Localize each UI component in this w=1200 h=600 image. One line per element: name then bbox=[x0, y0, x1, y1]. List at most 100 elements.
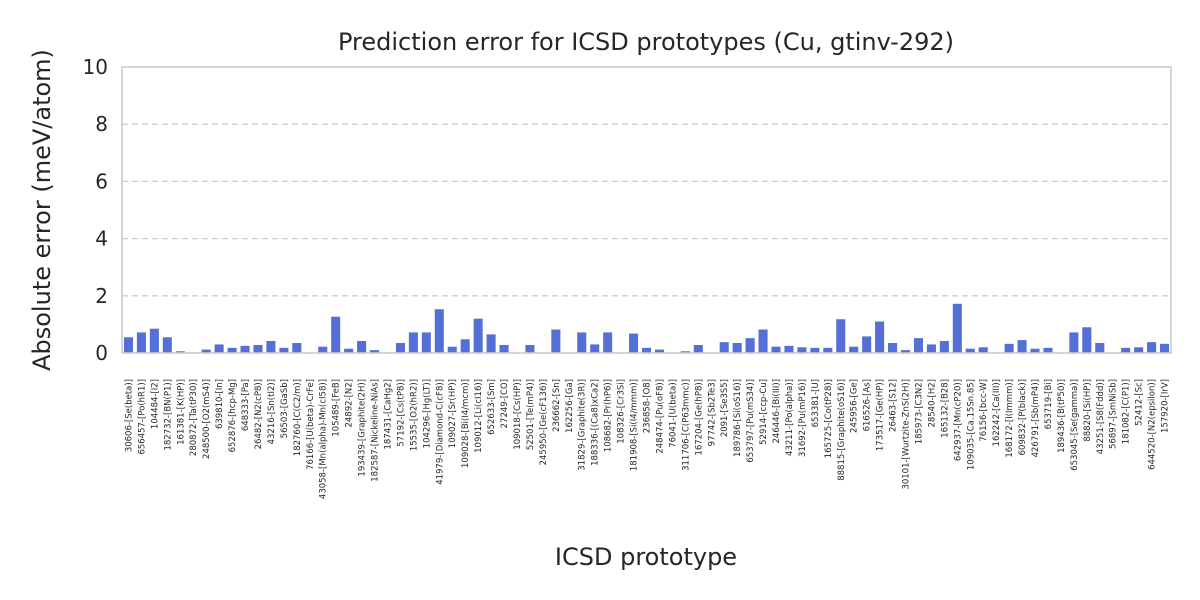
x-tick-label: 88815-[Graphite(oS16)] bbox=[837, 379, 847, 481]
bar bbox=[136, 332, 146, 353]
x-tick-label: 644520-[N2(epsilon)] bbox=[1148, 379, 1158, 470]
bar bbox=[292, 342, 302, 353]
y-tick-label: 10 bbox=[83, 55, 108, 79]
y-tick-labels: 0 2 4 6 8 10 bbox=[83, 55, 108, 365]
bar bbox=[771, 346, 781, 353]
x-tick-label: 248474-[Pu(oF8)] bbox=[655, 379, 665, 454]
bar bbox=[641, 347, 652, 353]
x-tick-label: 88820-[Si(HP)] bbox=[1083, 379, 1093, 442]
x-tick-label: 108326-[Cr3Si] bbox=[617, 379, 627, 444]
bar bbox=[978, 347, 988, 353]
x-tick-label: 653381-[U] bbox=[811, 379, 821, 427]
x-tick-label: 27249-[CO] bbox=[500, 379, 510, 428]
bar bbox=[227, 347, 237, 353]
x-tick-label: 108682-[Pr(hP6)] bbox=[604, 379, 614, 452]
bars bbox=[123, 303, 1170, 353]
bar bbox=[862, 336, 872, 353]
bar bbox=[447, 346, 457, 353]
bar bbox=[900, 350, 911, 353]
bar bbox=[1017, 340, 1027, 353]
x-tick-label: 104484-[I2] bbox=[150, 379, 160, 429]
x-tick-label: 656457-[Po(hR1)] bbox=[137, 379, 147, 455]
x-tick-label: 311706-[C(P63mmc)] bbox=[681, 379, 691, 471]
bar bbox=[1043, 347, 1053, 353]
bar bbox=[680, 351, 690, 353]
bar bbox=[1069, 332, 1079, 353]
x-tick-label: 173517-[Ge(HP)] bbox=[876, 379, 886, 451]
bar bbox=[434, 309, 444, 353]
x-tick-label: 642937-[Mn(cP20)] bbox=[953, 379, 963, 461]
bar bbox=[810, 347, 820, 353]
x-tick-label: 52501-[Te(mP4)] bbox=[526, 379, 536, 450]
bar bbox=[939, 340, 949, 353]
x-tick-label: 653719-[Bi] bbox=[1044, 379, 1054, 429]
bar bbox=[344, 348, 354, 353]
bar bbox=[784, 345, 794, 353]
bar bbox=[926, 344, 936, 353]
x-tick-label: 56503-[GaSb] bbox=[280, 379, 290, 438]
bar bbox=[1147, 342, 1157, 353]
x-tick-label: 189436-[B(tP50)] bbox=[1057, 379, 1067, 453]
x-tick-label: 181908-[Si(I4/mmm)] bbox=[630, 379, 640, 471]
x-tick-label: 187431-[CaHg2] bbox=[383, 379, 393, 450]
x-tick-label: 30606-[Se(beta)] bbox=[124, 379, 134, 452]
x-tick-label: 52412-[Sc] bbox=[1135, 379, 1145, 426]
x-tick-label: 639810-[In] bbox=[215, 379, 225, 429]
x-tick-label: 28540-[H2] bbox=[927, 379, 937, 428]
x-tick-label: 76166-[U(beta)-CrFe] bbox=[306, 379, 316, 470]
bar bbox=[149, 328, 159, 353]
x-tick-label: 188336-[(Ca8)xCa2] bbox=[591, 379, 601, 466]
y-tick-label: 0 bbox=[95, 341, 108, 365]
bar bbox=[758, 329, 768, 353]
x-tick-label: 426791-[Sb(mP4)] bbox=[1031, 379, 1041, 457]
bar bbox=[1030, 348, 1040, 353]
x-tick-label: 76041-[U(beta)] bbox=[668, 379, 678, 448]
bar bbox=[408, 332, 418, 353]
bar bbox=[473, 318, 483, 353]
x-tick-label: 653797-[Pu(mS34)] bbox=[746, 379, 756, 463]
x-tick-label: 31829-[Graphite(3R)] bbox=[578, 379, 588, 471]
bar bbox=[1004, 343, 1014, 353]
x-tick-label: 161381-[K(HP)] bbox=[176, 379, 186, 445]
x-tick-label: 104296-[Hg(LT)] bbox=[422, 379, 432, 448]
x-tick-label: 97742-[Sb2Te3] bbox=[707, 379, 717, 446]
bar bbox=[1159, 343, 1170, 353]
x-tick-label: 236858-[O8] bbox=[643, 379, 653, 433]
plot-frame bbox=[121, 66, 1172, 354]
bar bbox=[123, 337, 134, 353]
x-tick-label: 616526-[As] bbox=[863, 379, 873, 431]
bar bbox=[797, 347, 807, 353]
bar bbox=[525, 344, 535, 353]
x-tick-label: 167204-[Ge(hP8)] bbox=[694, 379, 704, 456]
y-tick-label: 4 bbox=[95, 227, 108, 251]
x-tick-label: 52914-[ccp-Cu] bbox=[759, 379, 769, 445]
bar bbox=[693, 344, 703, 353]
bar bbox=[370, 350, 380, 353]
bar bbox=[1134, 347, 1144, 353]
x-tick-label: 56897-[SmNiSb] bbox=[1109, 379, 1119, 449]
x-tick-label: 236662-[Sn] bbox=[552, 379, 562, 432]
bar bbox=[201, 349, 211, 353]
x-tick-label: 185973-[C3N2] bbox=[914, 379, 924, 444]
chart-title: Prediction error for ICSD prototypes (Cu… bbox=[338, 28, 954, 56]
x-tick-label: 609832-[P(black)] bbox=[1018, 379, 1028, 455]
x-tick-label: 182732-[BN(P1)] bbox=[163, 379, 173, 451]
bar bbox=[654, 349, 664, 353]
bar bbox=[499, 344, 509, 353]
x-axis-label: ICSD prototype bbox=[555, 543, 737, 571]
y-axis-label: Absolute error (meV/atom) bbox=[28, 49, 56, 371]
bar bbox=[849, 346, 859, 353]
x-tick-label: 246446-[Bi(III)] bbox=[772, 379, 782, 444]
bar bbox=[875, 321, 885, 353]
x-tick-label: 41979-[Diamond-C(cF8)] bbox=[435, 379, 445, 485]
x-tick-label: 245950-[Ge(cF136)] bbox=[539, 379, 549, 465]
bar bbox=[1095, 342, 1105, 353]
x-tick-label: 189786-[Si(oS16)] bbox=[733, 379, 743, 457]
y-tick-label: 2 bbox=[95, 284, 108, 308]
bar bbox=[888, 342, 898, 353]
bar bbox=[240, 345, 250, 353]
bar bbox=[214, 344, 224, 353]
bar bbox=[1121, 347, 1131, 353]
bar bbox=[421, 332, 431, 353]
bar bbox=[913, 338, 923, 353]
